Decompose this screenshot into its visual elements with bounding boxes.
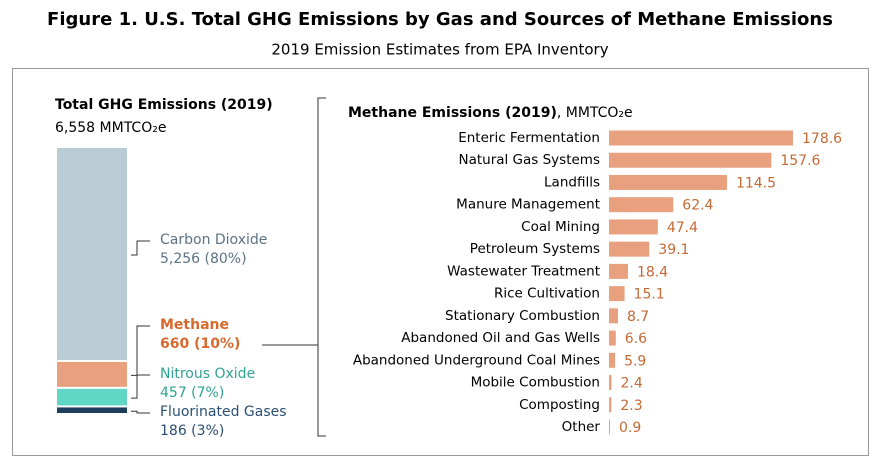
legend-label: Nitrous Oxide [160, 366, 255, 382]
legend-label: Methane [160, 317, 229, 333]
bar-segment [57, 361, 127, 387]
value-label: 114.5 [736, 175, 776, 191]
value-label: 457 (7%) [160, 385, 224, 401]
bar-segment [57, 148, 127, 360]
value-label: 2.4 [620, 376, 642, 392]
bracket [317, 97, 326, 437]
bar-segment [57, 407, 127, 413]
leader-line [131, 325, 150, 376]
category-label: Wastewater Treatment [447, 263, 600, 279]
value-label: 178.6 [802, 131, 842, 147]
value-label: 8.7 [627, 309, 649, 325]
category-label: Other [562, 419, 601, 435]
value-label: 39.1 [658, 242, 689, 258]
category-label: Petroleum Systems [470, 241, 600, 257]
value-label: 157.6 [780, 153, 820, 169]
figure-subtitle: 2019 Emission Estimates from EPA Invento… [271, 41, 608, 59]
bar [609, 397, 612, 413]
value-label: 47.4 [667, 220, 698, 236]
value-label: 62.4 [682, 198, 713, 214]
frame [12, 68, 869, 456]
leader-line [131, 374, 150, 399]
category-label: Natural Gas Systems [458, 152, 600, 168]
category-label: Stationary Combustion [445, 308, 600, 324]
category-label: Abandoned Oil and Gas Wells [401, 330, 600, 346]
bar-segment [57, 388, 127, 406]
category-label: Landfills [544, 174, 600, 190]
bar [609, 419, 610, 435]
connector [262, 97, 326, 437]
category-label: Mobile Combustion [471, 375, 600, 391]
value-label: 5.9 [624, 353, 646, 369]
category-label: Rice Cultivation [494, 286, 600, 302]
bar [609, 375, 612, 391]
value-label: 0.9 [619, 420, 641, 436]
bar [609, 263, 628, 279]
category-label: Composting [519, 397, 600, 413]
category-label: Coal Mining [521, 219, 600, 235]
bar [609, 241, 650, 257]
value-label: 2.3 [620, 398, 642, 414]
value-label: 5,256 (80%) [160, 251, 247, 267]
right-units: , MMTCO₂e [557, 105, 633, 121]
bar [609, 352, 616, 368]
right-title: Methane Emissions (2019), MMTCO₂e [348, 105, 633, 121]
leader-line [131, 410, 150, 414]
category-label: Manure Management [456, 197, 600, 213]
value-label: 6.6 [625, 331, 647, 347]
value-label: 18.4 [637, 264, 668, 280]
bar [609, 130, 793, 146]
left-subtitle: 6,558 MMTCO₂e [55, 120, 166, 136]
value-label: 15.1 [634, 287, 665, 303]
bar [609, 174, 727, 190]
value-label: 186 (3%) [160, 423, 224, 439]
leader-line [131, 240, 150, 256]
figure-title: Figure 1. U.S. Total GHG Emissions by Ga… [47, 9, 833, 30]
category-label: Abandoned Underground Coal Mines [353, 352, 600, 368]
bar [609, 197, 674, 213]
bar [609, 330, 616, 346]
bar [609, 308, 618, 324]
right-title-main: Methane Emissions (2019) [348, 105, 557, 121]
bar [609, 286, 625, 302]
legend-label: Carbon Dioxide [160, 232, 267, 248]
value-label: 660 (10%) [160, 336, 240, 352]
bar [609, 219, 658, 235]
legend-label: Fluorinated Gases [160, 404, 287, 420]
category-label: Enteric Fermentation [458, 130, 600, 146]
left-title: Total GHG Emissions (2019) [55, 97, 273, 113]
bar [609, 152, 772, 168]
